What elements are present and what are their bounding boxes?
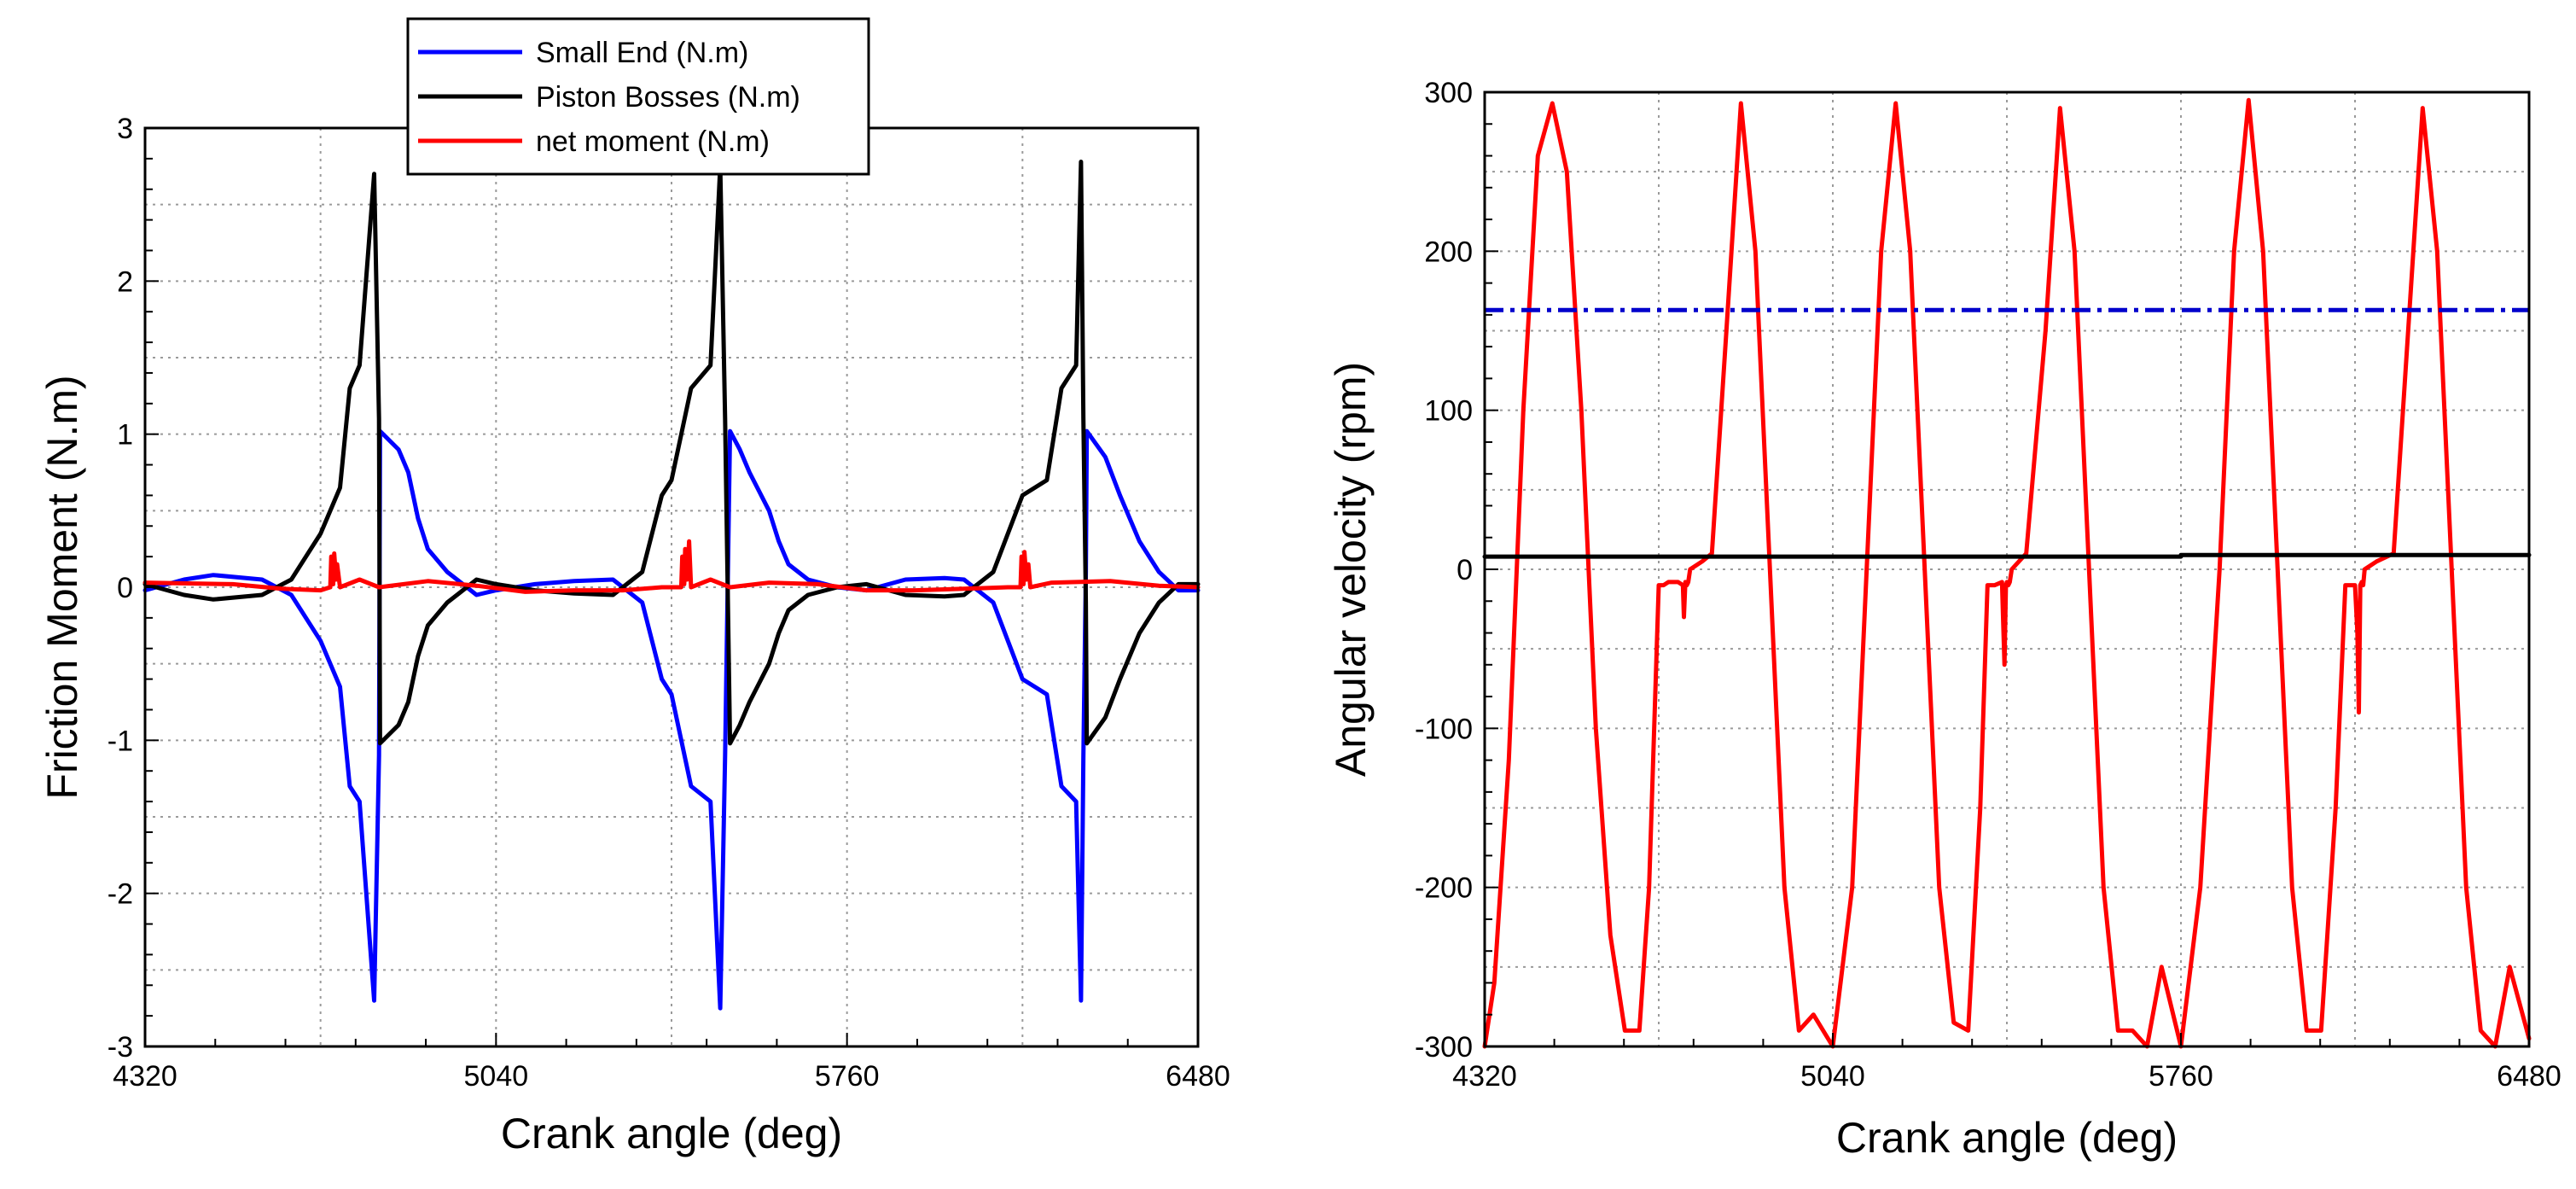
x-tick-label: 5040 <box>1800 1060 1865 1093</box>
y-axis-label: Angular velocity (rpm) <box>1327 362 1375 777</box>
series-line-small-end-n-m <box>142 428 1201 1011</box>
series-line-angular-velocity <box>1482 97 2532 1049</box>
y-tick-label: 3 <box>117 113 133 145</box>
legend-label-net-moment: net moment (N.m) <box>536 125 770 158</box>
y-tick-label: 0 <box>1457 554 1473 586</box>
legend-label-small-end: Small End (N.m) <box>536 37 748 69</box>
y-tick-label: -3 <box>108 1031 133 1064</box>
y-tick-label: -2 <box>108 878 133 911</box>
y-tick-label: -1 <box>108 725 133 757</box>
x-tick-label: 5760 <box>2149 1060 2213 1093</box>
friction-moment-chart: -3 -2 -1 0 1 2 3 4320 5040 5760 6480 Crank angle (… <box>38 17 1230 1157</box>
y-tick-label: 2 <box>117 265 133 298</box>
x-tick-label: 4320 <box>113 1060 177 1093</box>
series-line-net-moment-n-m <box>142 539 1201 594</box>
y-tick-label: 0 <box>117 572 133 604</box>
x-tick-label: 6480 <box>2497 1060 2561 1093</box>
y-tick-label: -300 <box>1415 1031 1473 1064</box>
y-tick-label: -200 <box>1415 872 1473 905</box>
y-tick-label: 100 <box>1424 395 1473 428</box>
x-tick-label: 4320 <box>1452 1060 1517 1093</box>
x-axis-label: Crank angle (deg) <box>1836 1114 2178 1162</box>
y-tick-label: -100 <box>1415 713 1473 745</box>
legend-label-piston-bosses: Piston Bosses (N.m) <box>536 81 800 114</box>
y-axis-label: Friction Moment (N.m) <box>38 375 86 799</box>
x-tick-label: 5040 <box>464 1060 529 1093</box>
y-tick-label: 300 <box>1424 77 1473 109</box>
x-tick-label: 6480 <box>1166 1060 1230 1093</box>
y-tick-label: 200 <box>1424 236 1473 268</box>
legend: Small End (N.m) Piston Bosses (N.m) net … <box>406 17 870 176</box>
x-axis-label: Crank angle (deg) <box>501 1110 842 1157</box>
angular-velocity-chart: -300 -200 -100 0 100 200 300 4320 5040 5760 6480 C… <box>1327 77 2561 1162</box>
y-tick-label: 1 <box>117 419 133 452</box>
series-line-crankshaft-speed <box>1482 552 2532 559</box>
x-tick-label: 5760 <box>815 1060 880 1093</box>
